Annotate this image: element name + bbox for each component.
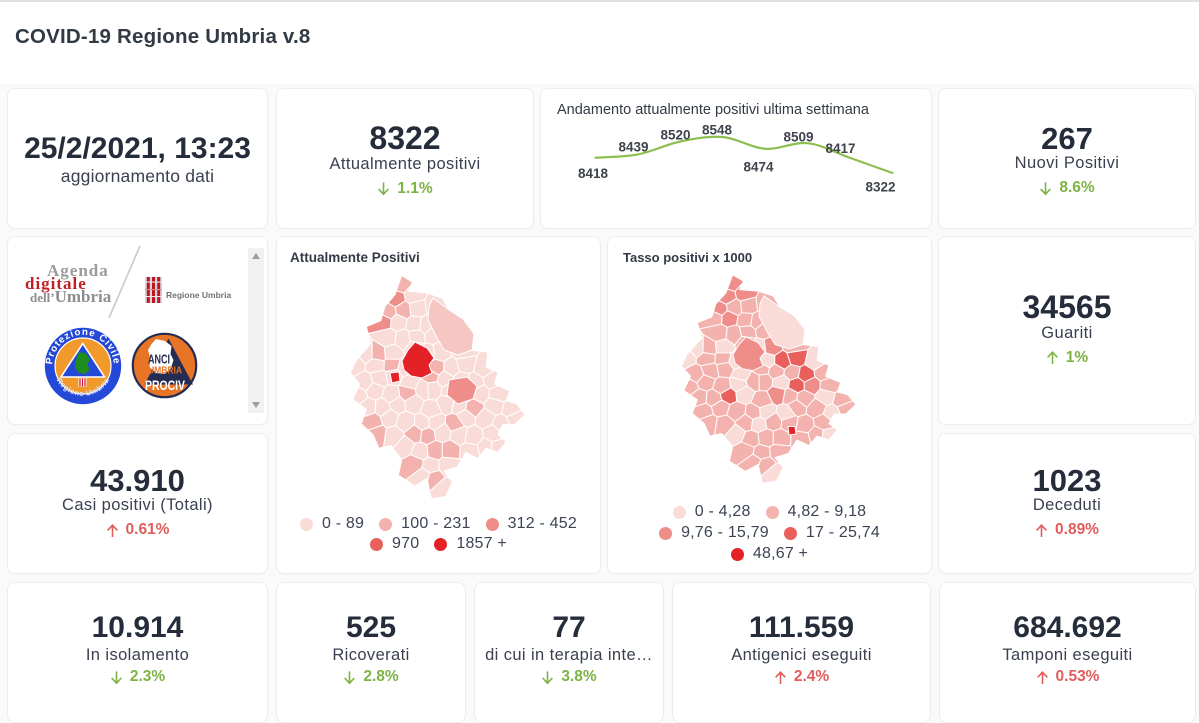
svg-text:8474: 8474 — [743, 160, 774, 175]
svg-text:8322: 8322 — [865, 180, 895, 195]
svg-text:8439: 8439 — [618, 140, 648, 155]
svg-text:8509: 8509 — [783, 130, 813, 145]
svg-text:8417: 8417 — [825, 141, 855, 156]
svg-text:8418: 8418 — [578, 166, 609, 181]
svg-text:PROCIV: PROCIV — [145, 377, 185, 393]
svg-text:UMBRIA: UMBRIA — [148, 365, 182, 377]
svg-text:8548: 8548 — [702, 123, 733, 138]
svg-text:8520: 8520 — [660, 128, 690, 143]
svg-text:ANCI: ANCI — [148, 352, 170, 367]
